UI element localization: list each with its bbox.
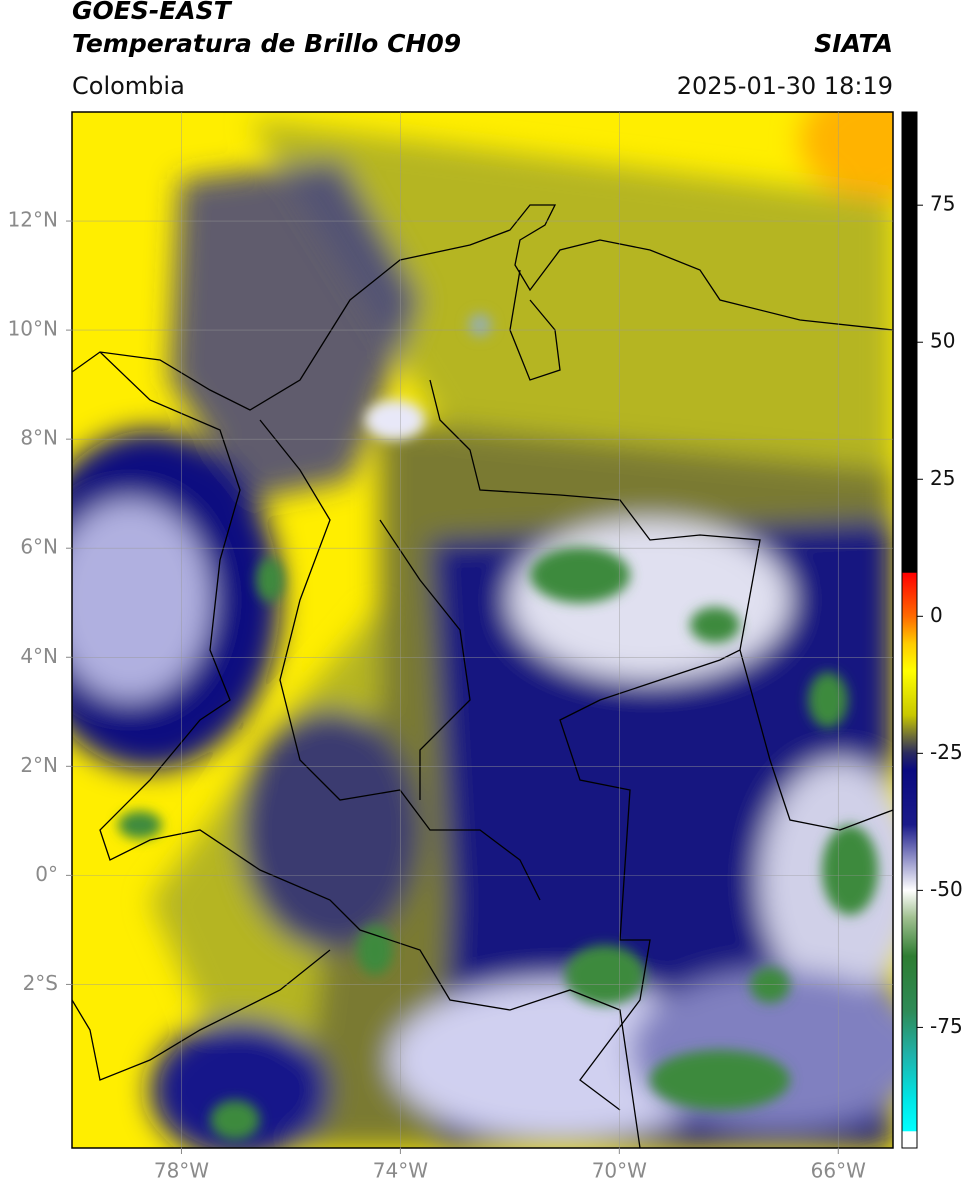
- satellite-image: [72, 112, 893, 1148]
- y-tick-label: 2°S: [23, 971, 58, 995]
- title: GOES-EAST: [72, 0, 233, 25]
- map-frame: [71, 111, 894, 1149]
- region: Colombia: [72, 72, 185, 100]
- colorbar-tick-label: 25: [930, 466, 955, 490]
- colorbar-tick-label: -25: [930, 740, 963, 764]
- colorbar-tick-label: -50: [930, 877, 963, 901]
- y-tick-label: 2°N: [20, 753, 58, 777]
- x-tick-label: 74°W: [373, 1159, 428, 1183]
- colorbar: [901, 111, 918, 1149]
- y-tick-label: 0°: [35, 862, 58, 886]
- y-tick-label: 8°N: [20, 426, 58, 450]
- x-tick-label: 70°W: [592, 1159, 647, 1183]
- colorbar-tick-label: 0: [930, 603, 943, 627]
- x-tick-label: 78°W: [154, 1159, 209, 1183]
- source: SIATA: [814, 29, 893, 58]
- x-tick-label: 66°W: [811, 1159, 866, 1183]
- timestamp: 2025-01-30 18:19: [677, 72, 893, 100]
- y-tick-label: 10°N: [8, 317, 58, 341]
- colorbar-tick-label: 75: [930, 192, 955, 216]
- subtitle: Temperatura de Brillo CH09: [72, 29, 461, 58]
- y-tick-label: 12°N: [8, 208, 58, 232]
- colorbar-tick-label: -75: [930, 1014, 963, 1038]
- y-tick-label: 6°N: [20, 535, 58, 559]
- colorbar-tick-label: 50: [930, 329, 955, 353]
- borders: [72, 204, 893, 1148]
- y-tick-label: 4°N: [20, 644, 58, 668]
